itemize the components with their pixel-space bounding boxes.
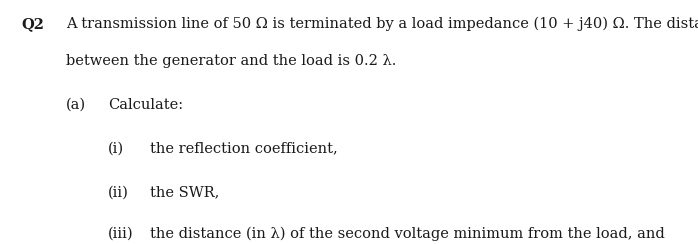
Text: (iii): (iii) (108, 227, 134, 241)
Text: between the generator and the load is 0.2 λ.: between the generator and the load is 0.… (66, 54, 396, 68)
Text: (ii): (ii) (108, 185, 129, 199)
Text: (i): (i) (108, 142, 124, 155)
Text: A transmission line of 50 Ω is terminated by a load impedance (10 + j40) Ω. The : A transmission line of 50 Ω is terminate… (66, 17, 698, 31)
Text: Calculate:: Calculate: (108, 98, 184, 112)
Text: (a): (a) (66, 98, 87, 112)
Text: the reflection coefficient,: the reflection coefficient, (150, 142, 338, 155)
Text: Q2: Q2 (21, 17, 44, 31)
Text: the distance (in λ) of the second voltage minimum from the load, and: the distance (in λ) of the second voltag… (150, 227, 664, 241)
Text: the SWR,: the SWR, (150, 185, 219, 199)
